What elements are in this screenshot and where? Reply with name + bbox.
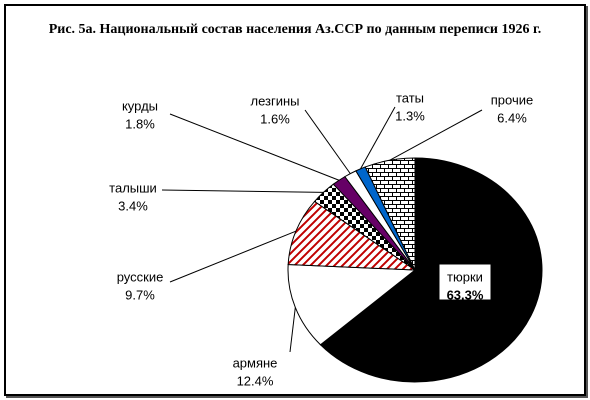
slice-value: 63.3%	[447, 287, 484, 302]
chart-title: Рис. 5а. Национальный состав населения А…	[48, 22, 542, 37]
slice-value: 9.7%	[125, 287, 155, 302]
leader-line	[304, 109, 351, 174]
leader-line	[389, 109, 483, 161]
label-box	[438, 263, 492, 301]
slice-value: 12.4%	[237, 373, 274, 388]
leader-line	[360, 106, 396, 170]
leader-line	[169, 113, 340, 181]
slice-label: таты	[396, 90, 424, 105]
slice-label: прочие	[491, 92, 533, 107]
slice-label: тюрки	[447, 269, 483, 284]
slice-value: 3.4%	[118, 198, 148, 213]
pie-slice	[319, 157, 543, 383]
slice-value: 1.3%	[395, 108, 425, 123]
slice-value: 6.4%	[497, 110, 527, 125]
pie-slice	[287, 200, 417, 271]
frame	[4, 4, 586, 396]
leader-line	[161, 189, 324, 193]
pie-slice	[287, 264, 417, 346]
slice-label: талыши	[109, 180, 157, 195]
leader-line	[169, 230, 297, 283]
slice-label: курды	[122, 98, 158, 113]
slice-label: армяне	[233, 355, 278, 370]
slice-label: русские	[117, 269, 164, 284]
slice-label: лезгины	[250, 93, 299, 108]
leader-line	[289, 307, 296, 353]
slice-value: 1.6%	[260, 111, 290, 126]
slice-value: 1.8%	[125, 116, 155, 131]
